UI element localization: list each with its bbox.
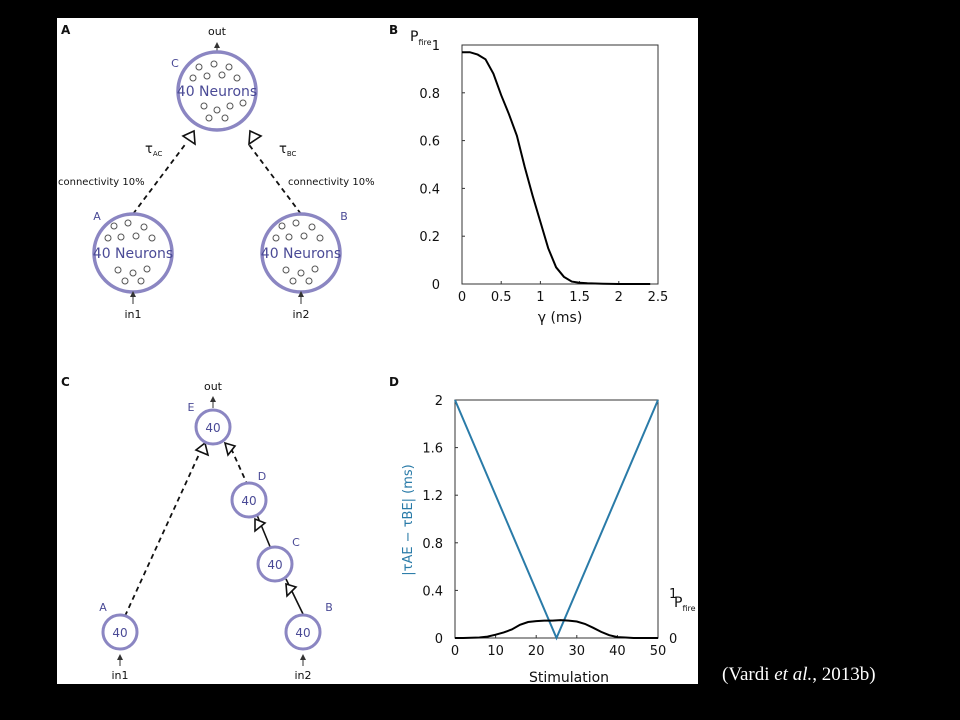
panel-a-node-b-neurons: [272, 219, 324, 285]
panel-a-node-c-letter: C: [171, 57, 179, 70]
panel-a-node-c-label: 40 Neurons: [177, 84, 257, 100]
panel-c-connection-ae: [124, 449, 202, 617]
citation-text: (Vardi et al., 2013b): [722, 664, 876, 686]
panel-b-pfire-line: [462, 51, 651, 285]
panel-d-xtick-label: 0: [451, 644, 459, 659]
panel-b-xtick-label: 1: [536, 290, 544, 305]
panel-a-in1-label: in1: [124, 308, 141, 321]
panel-c-node-c: [256, 545, 294, 583]
panel-b-ylabel: Pfire: [410, 29, 432, 47]
panel-d-pfire-line: [455, 619, 658, 639]
panel-c-node-b: [284, 613, 322, 651]
panel-b-xtick-label: 2.5: [648, 290, 669, 305]
panel-b-ytick-label: 0.2: [419, 230, 440, 245]
panel-b-letter: B: [389, 23, 398, 37]
panel-d-left-ylabel: |τAE − τBE| (ms): [401, 464, 416, 576]
figure-svg: A out 40 Neurons C τAC τBC connectivity …: [58, 23, 696, 684]
panel-a-letter: A: [61, 23, 71, 37]
panel-c-in1-label: in1: [111, 669, 128, 682]
panel-a-connection-ac: [132, 141, 188, 215]
panel-a-node-c-neurons: [189, 60, 247, 122]
panel-d-ytick-label: 1.2: [422, 489, 443, 504]
panel-b-plot-frame: [461, 44, 659, 285]
panel-a-synapse-ac-icon: [181, 129, 196, 146]
panel-b-xtick-label: 0: [458, 290, 466, 305]
panel-b-ytick-label: 1: [432, 39, 440, 54]
panel-d-plot-frame: [454, 399, 659, 639]
panel-d-ytick-label: 0.8: [422, 537, 443, 552]
panel-c-node-e-letter: E: [188, 401, 195, 414]
panel-c-out-label: out: [204, 380, 223, 393]
panel-a-connectivity-left: connectivity 10%: [58, 177, 145, 188]
panel-a-connectivity-right: connectivity 10%: [288, 177, 375, 188]
panel-d-xtick-label: 10: [487, 644, 504, 659]
panel-d-ytick-label: 1.6: [422, 442, 443, 457]
panel-c-node-e: [194, 408, 232, 446]
panel-d-right-tick-bottom: 0: [669, 632, 677, 647]
panel-a-node-a-label: 40 Neurons: [93, 246, 173, 262]
panel-c-letter: C: [61, 375, 70, 389]
panel-d-xtick-label: 30: [569, 644, 586, 659]
panel-c-node-d-letter: D: [258, 470, 266, 483]
panel-b-ytick-label: 0: [432, 278, 440, 293]
panel-b-xtick-label: 2: [615, 290, 623, 305]
panel-b-ytick-label: 0.6: [419, 135, 440, 150]
panel-c-node-d: [230, 481, 268, 519]
panel-a-out-label: out: [208, 25, 227, 38]
panel-c-synapse-cd-icon: [254, 517, 267, 533]
panel-a-node-c: [176, 50, 258, 132]
panel-b-ytick-label: 0.4: [419, 182, 440, 197]
panel-d-right-ylabel: Pfire: [674, 595, 696, 613]
panel-d-xlabel: Stimulation: [529, 670, 609, 684]
panel-c-synapse-bc-icon: [285, 582, 298, 598]
citation-em: et al.: [774, 664, 813, 685]
panel-d-series: [454, 399, 659, 641]
panel-a-node-a-letter: A: [93, 210, 101, 223]
panel-a-tau-bc: τBC: [279, 142, 297, 158]
panel-d-xtick-label: 20: [528, 644, 545, 659]
panel-a-connection-bc: [246, 141, 302, 215]
panel-b-ticks: 0 0.5 1 1.5 2 2.5 0 0.2 0.4 0.6 0.8 1: [419, 39, 668, 305]
panel-a-synapse-bc-icon: [248, 129, 263, 146]
panel-c-node-b-label: 40: [295, 626, 310, 640]
panel-d-ytick-label: 2: [435, 394, 443, 409]
panel-c-node-d-label: 40: [241, 494, 256, 508]
panel-d-ticks: 0 10 20 30 40 50 0 0.4 0.8 1.2 1.6 2: [422, 394, 666, 659]
panel-c-node-a: [101, 613, 139, 651]
panel-d-right-tick-top: 1: [669, 587, 677, 602]
panel-b-xtick-label: 0.5: [491, 290, 512, 305]
panel-b-xtick-label: 1.5: [569, 290, 590, 305]
panel-d-xtick-label: 50: [650, 644, 667, 659]
panel-d-letter: D: [389, 375, 399, 389]
panel-d-xtick-label: 40: [609, 644, 626, 659]
panel-c-node-a-letter: A: [99, 601, 107, 614]
panel-a-node-b-label: 40 Neurons: [261, 246, 341, 262]
panel-c-node-c-label: 40: [267, 558, 282, 572]
panel-c-synapse-ae-icon: [194, 441, 210, 457]
panel-d-ytick-label: 0.4: [422, 584, 443, 599]
panel-c-in2-label: in2: [294, 669, 311, 682]
panel-a-tau-ac: τAC: [145, 142, 162, 158]
panel-d-ytick-label: 0: [435, 632, 443, 647]
panel-b-series: [462, 51, 651, 285]
panel-b-ytick-label: 0.8: [419, 87, 440, 102]
panel-c-node-e-label: 40: [205, 421, 220, 435]
panel-c-node-c-letter: C: [292, 536, 300, 549]
citation-pre: (Vardi: [722, 664, 775, 685]
panel-a-in2-label: in2: [292, 308, 309, 321]
panel-b-xlabel: γ (ms): [538, 310, 583, 326]
panel-c-connection-de: [229, 445, 249, 487]
figure-panel: A out 40 Neurons C τAC τBC connectivity …: [57, 18, 698, 684]
panel-c-node-b-letter: B: [325, 601, 333, 614]
panel-a-node-a-neurons: [104, 219, 156, 285]
panel-c-node-a-label: 40: [112, 626, 127, 640]
panel-d-delay-difference-line: [454, 399, 659, 641]
citation-post: , 2013b): [812, 664, 876, 685]
panel-c-synapse-de-icon: [223, 441, 237, 457]
panel-a-node-b-letter: B: [340, 210, 348, 223]
